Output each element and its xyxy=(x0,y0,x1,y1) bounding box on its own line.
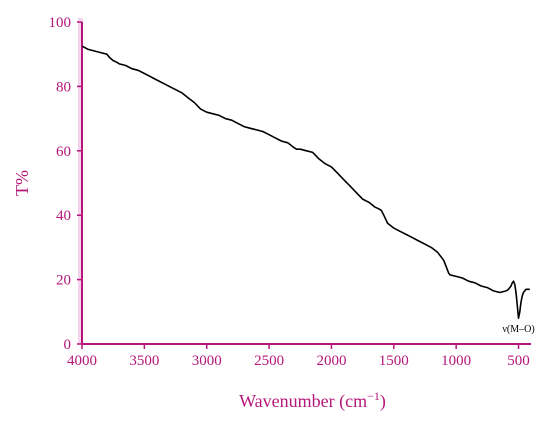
x-tick-label: 1500 xyxy=(379,353,409,369)
series-line xyxy=(81,45,530,319)
x-axis-title: Wavenumber (cm−1) xyxy=(239,389,386,412)
x-tick-label: 3500 xyxy=(129,353,159,369)
y-tick-label: 100 xyxy=(49,15,72,31)
y-tick-label: 0 xyxy=(64,337,72,353)
x-axis-title-main: Wavenumber (cm xyxy=(239,391,367,412)
x-axis-title-sup: −1 xyxy=(367,389,380,403)
x-axis-title-suffix: ) xyxy=(380,391,386,412)
y-axis-band xyxy=(78,18,83,344)
peak-annotation: ν(M–O) xyxy=(502,324,534,335)
x-tick-label: 500 xyxy=(507,353,530,369)
y-tick-label: 60 xyxy=(56,144,71,160)
x-tick-label: 2500 xyxy=(254,353,284,369)
x-tick-label: 1000 xyxy=(441,353,471,369)
y-tick-label: 20 xyxy=(56,273,71,289)
y-tick-label: 80 xyxy=(56,79,71,95)
y-axis-title: T% xyxy=(12,170,32,196)
y-tick-label: 40 xyxy=(56,208,71,224)
x-tick-label: 2000 xyxy=(316,353,346,369)
x-tick-label: 4000 xyxy=(67,353,97,369)
x-tick-label: 3000 xyxy=(192,353,222,369)
tick-labels: 4000 3500 3000 2500 2000 1500 1000 500 0 20 40 60 80… xyxy=(49,15,530,369)
